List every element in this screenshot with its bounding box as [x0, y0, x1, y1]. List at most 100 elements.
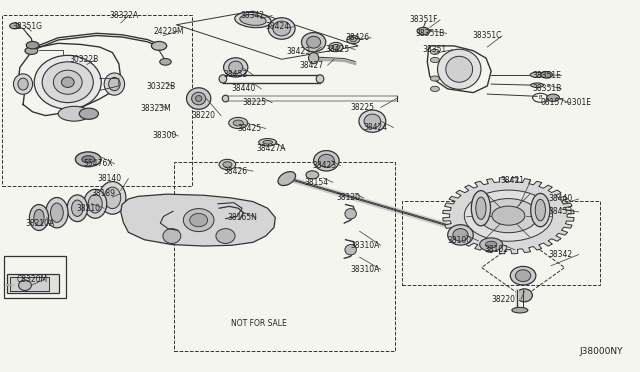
- Text: 38351B: 38351B: [532, 84, 561, 93]
- Text: 38220: 38220: [491, 295, 515, 304]
- Ellipse shape: [104, 73, 125, 95]
- Ellipse shape: [345, 244, 356, 255]
- Text: 38322A: 38322A: [109, 11, 138, 20]
- Ellipse shape: [438, 49, 481, 89]
- Ellipse shape: [530, 72, 544, 77]
- Text: NOT FOR SALE: NOT FOR SALE: [230, 320, 286, 328]
- Text: 38300: 38300: [153, 131, 177, 141]
- Bar: [4, 256, 67, 298]
- Ellipse shape: [195, 96, 202, 102]
- Bar: [174, 162, 395, 351]
- Text: 38424: 38424: [364, 123, 388, 132]
- Ellipse shape: [53, 70, 82, 94]
- Ellipse shape: [99, 182, 126, 214]
- Ellipse shape: [29, 205, 49, 231]
- Ellipse shape: [88, 195, 102, 213]
- Ellipse shape: [104, 187, 121, 209]
- Circle shape: [547, 94, 559, 102]
- Ellipse shape: [228, 61, 243, 74]
- Ellipse shape: [319, 154, 334, 167]
- Ellipse shape: [329, 42, 343, 52]
- Ellipse shape: [531, 83, 543, 87]
- Text: J38000NY: J38000NY: [580, 347, 623, 356]
- Circle shape: [25, 47, 38, 54]
- Ellipse shape: [446, 56, 472, 82]
- Text: 38189: 38189: [92, 189, 115, 198]
- Ellipse shape: [216, 229, 235, 243]
- Bar: [402, 201, 600, 285]
- Ellipse shape: [516, 289, 532, 302]
- Ellipse shape: [72, 200, 83, 217]
- Circle shape: [479, 238, 502, 251]
- Text: 38351: 38351: [422, 45, 446, 54]
- Ellipse shape: [183, 209, 214, 232]
- Ellipse shape: [535, 199, 545, 221]
- Ellipse shape: [531, 193, 550, 227]
- Text: 38102: 38102: [484, 245, 509, 254]
- Ellipse shape: [448, 225, 473, 245]
- Ellipse shape: [19, 280, 31, 291]
- Text: 38310A: 38310A: [351, 241, 380, 250]
- Ellipse shape: [186, 88, 211, 109]
- Ellipse shape: [316, 75, 324, 83]
- Ellipse shape: [307, 36, 321, 48]
- Ellipse shape: [471, 190, 490, 226]
- Text: 38440: 38440: [232, 84, 256, 93]
- Text: 38351E: 38351E: [532, 71, 561, 80]
- Ellipse shape: [347, 36, 360, 44]
- Ellipse shape: [364, 114, 381, 128]
- Ellipse shape: [273, 21, 291, 36]
- Ellipse shape: [58, 106, 90, 121]
- Text: 38342: 38342: [240, 11, 264, 20]
- Ellipse shape: [45, 198, 68, 228]
- Circle shape: [465, 190, 552, 241]
- Ellipse shape: [233, 120, 243, 126]
- Circle shape: [485, 241, 497, 248]
- Text: 38100: 38100: [448, 236, 472, 246]
- Circle shape: [160, 58, 172, 65]
- Ellipse shape: [223, 162, 232, 167]
- Ellipse shape: [268, 18, 295, 39]
- Ellipse shape: [278, 171, 296, 186]
- Text: 38351F: 38351F: [410, 16, 438, 25]
- Ellipse shape: [42, 62, 93, 103]
- Circle shape: [417, 28, 430, 35]
- Text: 38440: 38440: [548, 195, 573, 203]
- Text: 38424: 38424: [266, 22, 290, 31]
- Text: 30322B: 30322B: [147, 82, 175, 91]
- FancyBboxPatch shape: [7, 274, 60, 294]
- Text: 38225: 38225: [242, 98, 266, 107]
- Text: 38210A: 38210A: [25, 219, 54, 228]
- Text: 38310A: 38310A: [351, 265, 380, 274]
- Ellipse shape: [61, 77, 74, 87]
- Ellipse shape: [350, 37, 356, 42]
- Text: 38154: 38154: [305, 178, 329, 187]
- Text: 38425: 38425: [237, 124, 261, 133]
- Ellipse shape: [189, 214, 207, 227]
- Text: 38421: 38421: [500, 176, 524, 185]
- Circle shape: [10, 23, 20, 29]
- Circle shape: [479, 199, 538, 233]
- Text: 38210: 38210: [76, 204, 100, 213]
- Text: 38427: 38427: [300, 61, 324, 70]
- Text: 38423: 38423: [312, 161, 337, 170]
- Ellipse shape: [515, 270, 531, 282]
- Ellipse shape: [223, 58, 248, 77]
- Circle shape: [541, 71, 552, 78]
- Text: 38423: 38423: [287, 47, 311, 56]
- Ellipse shape: [301, 33, 326, 52]
- Ellipse shape: [163, 229, 180, 243]
- Text: B: B: [538, 95, 542, 100]
- Text: 38342: 38342: [548, 250, 573, 259]
- Text: 38351B: 38351B: [416, 29, 445, 38]
- Ellipse shape: [306, 171, 319, 179]
- Ellipse shape: [109, 77, 120, 91]
- Ellipse shape: [34, 209, 44, 226]
- Ellipse shape: [512, 307, 528, 313]
- Polygon shape: [121, 194, 275, 246]
- Ellipse shape: [359, 110, 386, 132]
- Circle shape: [431, 57, 440, 62]
- Ellipse shape: [308, 52, 319, 64]
- Text: 08157-0301E: 08157-0301E: [540, 99, 591, 108]
- Text: 38425: 38425: [325, 45, 349, 54]
